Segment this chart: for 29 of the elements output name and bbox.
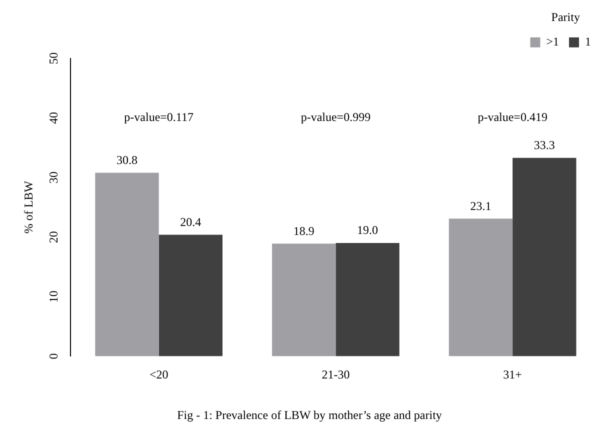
y-axis-title: % of LBW — [21, 180, 36, 234]
y-tick-label: 40 — [46, 112, 61, 124]
annotation: p-value=0.999 — [300, 110, 371, 124]
y-tick-label: 10 — [46, 290, 61, 303]
bar — [272, 244, 336, 356]
data-label: 19.0 — [357, 223, 378, 238]
data-label: 18.9 — [293, 224, 314, 238]
bar — [448, 218, 513, 356]
x-tick-label: 31+ — [503, 368, 522, 382]
y-tick-label: 30 — [46, 172, 61, 184]
bar — [512, 158, 576, 356]
annotation: p-value=0.117 — [124, 110, 194, 124]
x-tick-label: <20 — [149, 368, 168, 382]
legend-title: Parity — [551, 10, 580, 24]
y-tick-label: 0 — [46, 353, 61, 360]
legend-label: 1 — [585, 34, 591, 49]
bar — [336, 243, 400, 356]
text: Fig - 1: Prevalence of LBW by mother’s age and parity — [177, 408, 442, 422]
data-label: 30.8 — [116, 152, 138, 167]
annotation: p-value=0.419 — [478, 110, 548, 124]
x-tick-label: 21-30 — [322, 368, 350, 382]
bar — [158, 234, 223, 356]
legend-label: >1 — [546, 34, 560, 49]
y-tick-label: 20 — [46, 231, 61, 244]
data-label: 33.3 — [534, 138, 555, 152]
bar — [95, 172, 159, 356]
y-tick-label: 50 — [46, 52, 61, 64]
data-label: 20.4 — [180, 214, 202, 229]
data-label: 23.1 — [470, 198, 492, 213]
